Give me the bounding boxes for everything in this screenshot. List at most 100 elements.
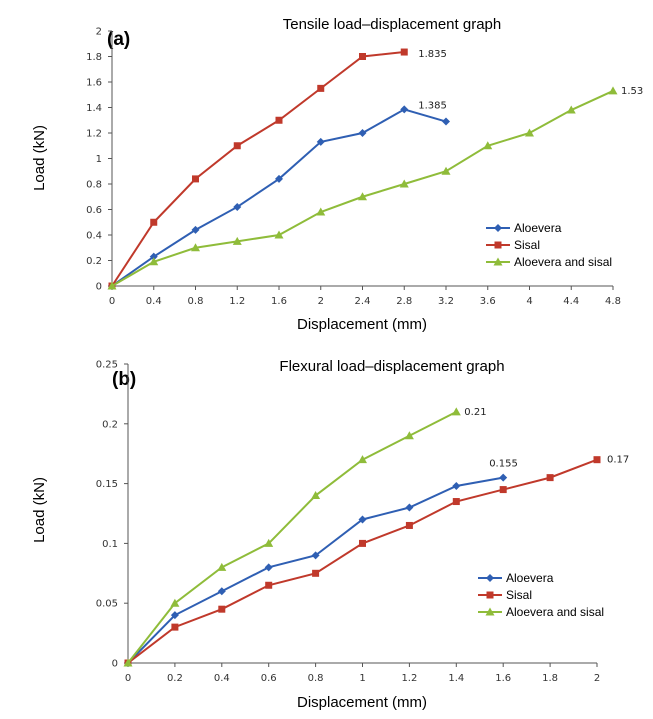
data-point-aloevera [149,252,158,261]
x-tick-label: 1.4 [448,673,464,684]
x-tick-label: 2.4 [355,296,371,307]
x-tick-label: 0.4 [146,296,162,307]
x-tick-label: 1.6 [271,296,287,307]
y-tick-label: 0 [112,659,118,670]
data-point-aloevera-and-sisal [170,598,180,607]
x-tick-label: 1.8 [542,673,558,684]
data-point-aloevera [275,174,283,183]
legend-marker [485,607,495,616]
data-point-aloevera-and-sisal [217,562,227,571]
legend-label: Aloevera and sisal [506,605,604,619]
y-tick-label: 1.8 [86,52,102,63]
legend-label: Aloevera and sisal [514,255,612,269]
y-tick-label: 0.8 [86,180,102,191]
data-point-aloevera [499,473,508,482]
x-tick-label: 0 [109,296,115,307]
data-point-sisal [312,569,320,577]
data-point-aloevera-and-sisal [123,658,133,667]
x-tick-label: 1.2 [229,296,245,307]
data-point-aloevera-and-sisal [404,431,414,440]
data-point-aloevera-and-sisal [525,128,534,137]
legend-a: Aloevera Sisal Aloevera and sisal [486,221,612,269]
x-tick-label: 4 [526,296,532,307]
data-point-aloevera-and-sisal [191,243,200,252]
y-tick-label: 1 [96,154,102,165]
x-tick-label: 0.4 [214,673,230,684]
y-axis-label-a: Load (kN) [31,125,48,191]
data-point-sisal [275,116,283,124]
annotations-a: 1.835 1.385 1.53 [418,49,643,111]
y-tick-label: 0.6 [86,205,102,216]
data-point-sisal [452,498,460,506]
series-line-sisal [127,458,598,664]
data-point-sisal [546,474,554,482]
data-point-aloevera [358,515,367,524]
data-point-aloevera-and-sisal [316,207,326,216]
chart-tensile: (a) Tensile load–displacement graph 0 0.4… [31,16,643,333]
data-point-aloevera [405,503,414,512]
legend-label: Sisal [506,588,532,602]
x-tick-labels-a: 0 0.4 0.8 1.2 1.6 2 2.4 2.8 3.2 3.6 4 4.4 4.8 [109,286,621,307]
data-point-sisal [265,581,273,589]
y-tick-labels-a: 0 0.2 0.4 0.6 0.8 1 1.2 1.4 1.6 1.8 2 [86,27,112,293]
x-tick-label: 1 [359,673,365,684]
data-point-aloevera-and-sisal [566,105,576,114]
y-tick-label: 0.4 [86,231,102,242]
data-point-sisal [218,605,226,613]
x-tick-label: 3.2 [438,296,454,307]
data-point-aloevera-and-sisal [107,281,117,290]
y-tick-label: 0.05 [96,599,118,610]
x-tick-label: 2 [594,673,600,684]
series-lines-a [107,48,618,290]
data-point-aloevera [217,587,226,596]
data-point-sisal [400,48,408,56]
x-axis-label-a: Displacement (mm) [297,316,427,333]
x-tick-label: 1.2 [401,673,417,684]
data-point-aloevera-and-sisal [311,491,321,500]
data-point-sisal [192,175,199,183]
data-point-aloevera-and-sisal [358,192,367,201]
legend-marker [486,591,494,599]
x-tick-labels-b: 0 0.2 0.4 0.6 0.8 1 1.2 1.4 1.6 1.8 2 [125,663,600,684]
data-point-sisal [171,623,179,631]
data-point-aloevera [191,225,200,234]
data-label: 1.385 [418,100,447,111]
legend-label: Aloevera [506,571,554,585]
data-point-aloevera-and-sisal [149,257,159,266]
chart-title-b: Flexural load–displacement graph [279,358,504,375]
data-point-sisal [150,218,158,226]
data-point-aloevera [170,611,179,620]
series-lines-b [123,407,601,667]
data-point-aloevera-and-sisal [441,166,451,175]
x-tick-label: 0.2 [167,673,183,684]
x-tick-label: 2 [318,296,324,307]
y-tick-label: 1.6 [86,78,102,89]
y-tick-label: 1.4 [86,103,102,114]
x-tick-label: 0.8 [308,673,324,684]
data-point-aloevera [264,563,273,572]
x-tick-label: 2.8 [396,296,412,307]
data-point-aloevera-and-sisal [399,179,409,188]
x-tick-label: 0.8 [188,296,204,307]
data-point-aloevera-and-sisal [358,455,367,464]
legend-b: Aloevera Sisal Aloevera and sisal [478,571,604,619]
x-axis-label-b: Displacement (mm) [297,694,427,711]
series-line-sisal [111,51,405,287]
data-point-aloevera-and-sisal [264,538,274,547]
data-label: 1.835 [418,49,447,60]
legend-marker [494,224,502,232]
data-point-aloevera [452,481,461,490]
data-point-sisal [317,84,325,92]
y-tick-label: 0.1 [102,539,118,550]
data-point-aloevera [358,129,367,137]
data-label: 1.53 [621,86,643,97]
annotations-b: 0.21 0.155 0.17 [464,407,629,470]
legend-marker [493,257,503,266]
y-tick-label: 0 [96,282,102,293]
y-tick-label: 2 [96,27,102,38]
data-point-aloevera-and-sisal [232,236,242,245]
y-tick-label: 1.2 [86,129,102,140]
x-tick-label: 3.6 [480,296,496,307]
panel-label-b: (b) [112,369,136,390]
